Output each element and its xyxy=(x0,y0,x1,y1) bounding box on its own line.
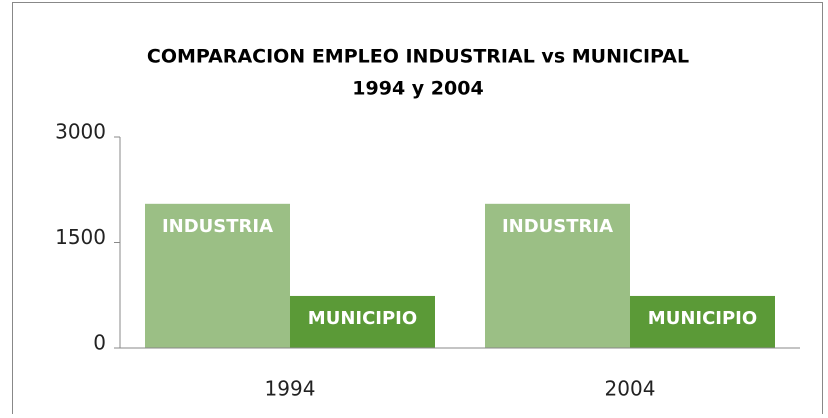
x-tick-label: 1994 xyxy=(265,377,316,401)
y-tick-label: 1500 xyxy=(55,225,106,249)
chart-title: 1994 y 2004 xyxy=(352,78,483,100)
bar xyxy=(630,295,775,348)
bar-label: INDUSTRIA xyxy=(502,216,613,237)
bar xyxy=(145,203,290,348)
y-tick-label: 3000 xyxy=(55,120,106,144)
y-tick-label: 0 xyxy=(93,331,106,355)
bar-label: INDUSTRIA xyxy=(162,216,273,237)
bar-label: MUNICIPIO xyxy=(648,308,757,329)
x-tick-label: 2004 xyxy=(605,377,656,401)
bar-label: MUNICIPIO xyxy=(308,308,417,329)
bar xyxy=(290,295,435,348)
bar xyxy=(485,203,630,348)
chart-title: COMPARACION EMPLEO INDUSTRIAL vs MUNICIP… xyxy=(147,46,689,68)
